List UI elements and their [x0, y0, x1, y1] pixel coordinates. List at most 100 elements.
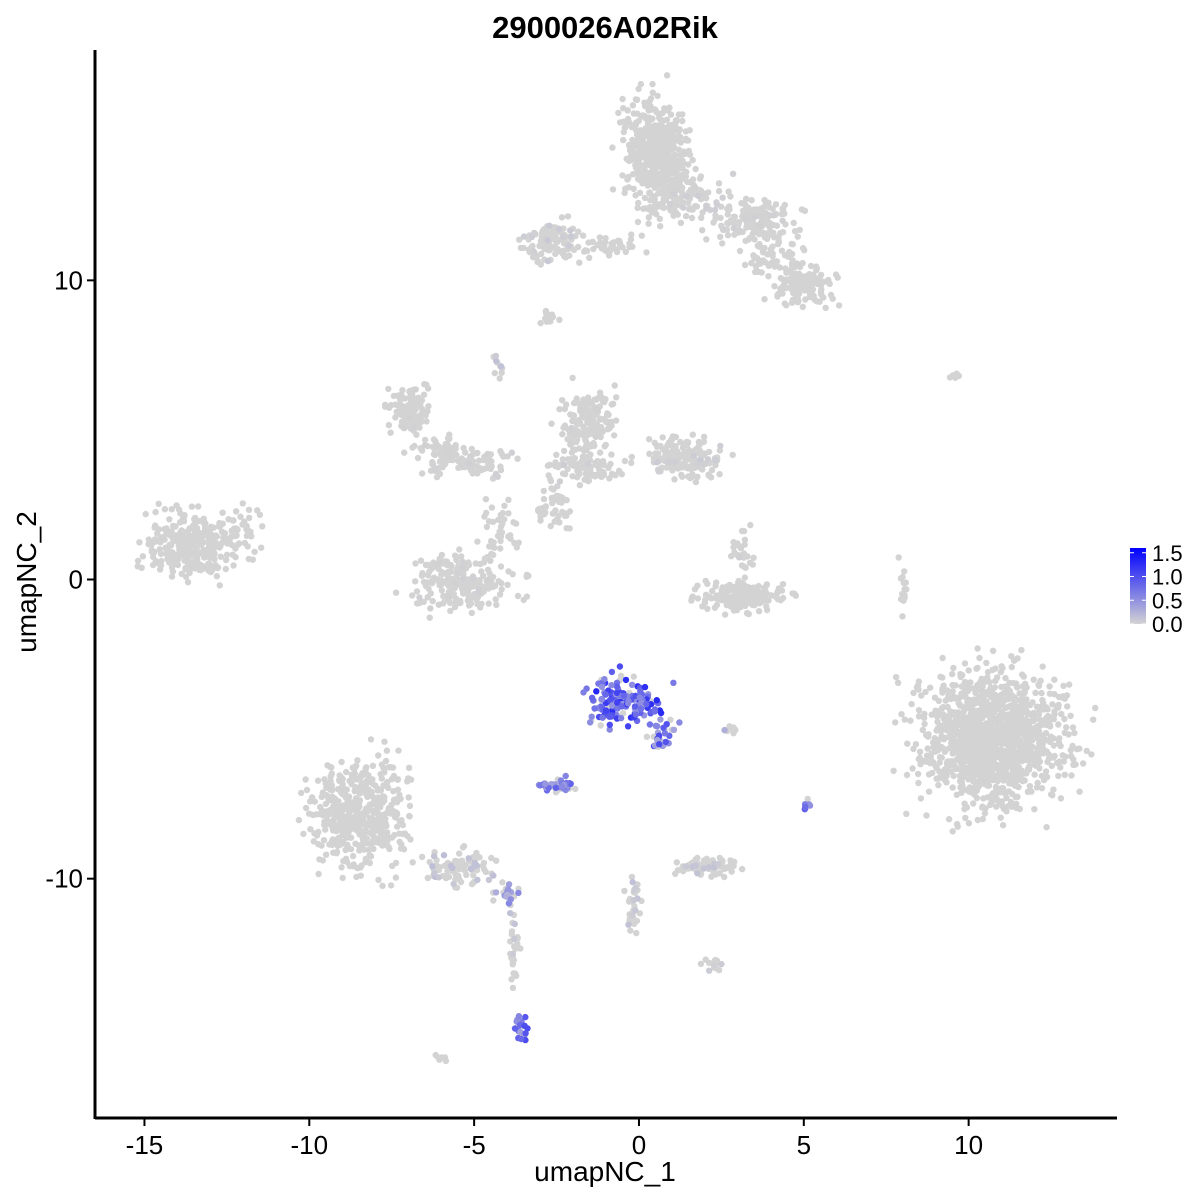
cell-point [630, 920, 638, 927]
cell-point [685, 161, 692, 168]
cell-point [195, 503, 202, 510]
cell-point [649, 140, 656, 147]
cell-point [632, 121, 640, 128]
cell-point [309, 811, 317, 819]
cell-point [342, 816, 349, 823]
cell-point [693, 203, 700, 210]
cell-point [568, 424, 575, 432]
cell-point [1065, 731, 1072, 738]
cell-point [998, 663, 1005, 670]
cell-point [682, 128, 689, 135]
cell-point [981, 730, 989, 737]
cell-point [668, 436, 675, 443]
cell-point [705, 864, 713, 871]
cell-point [606, 422, 613, 429]
cell-point [763, 581, 771, 588]
cell-point [414, 454, 422, 462]
cell-point [209, 532, 216, 539]
cell-point [1090, 716, 1097, 723]
cell-point [898, 711, 905, 718]
cell-point [569, 462, 577, 469]
cell-point [412, 405, 419, 413]
cell-point [1020, 673, 1027, 680]
cell-point [424, 572, 432, 579]
cell-point [680, 204, 687, 211]
cell-point [424, 594, 431, 601]
cell-point [544, 228, 551, 236]
cell-point [412, 386, 419, 393]
cell-point [223, 551, 231, 558]
cell-point [670, 726, 678, 733]
cell-point [139, 553, 147, 560]
cell-point [157, 562, 165, 569]
cell-point [1023, 745, 1031, 752]
cell-point [606, 721, 613, 728]
cell-point [990, 764, 997, 771]
cell-point [472, 560, 479, 567]
cell-point [459, 564, 466, 572]
cell-point [622, 185, 629, 192]
cell-point [632, 156, 640, 163]
cell-point [349, 764, 356, 771]
cell-point [177, 529, 184, 536]
cell-point [801, 207, 809, 214]
cell-point [968, 768, 975, 775]
cell-point [249, 556, 256, 563]
cell-point [200, 538, 207, 546]
cell-point [361, 788, 368, 796]
cell-point [567, 411, 574, 418]
cell-point [1076, 788, 1083, 795]
cell-point [772, 201, 780, 208]
cell-point [508, 928, 516, 935]
cell-point [992, 677, 999, 684]
cell-point [682, 863, 689, 870]
cell-point [741, 574, 748, 581]
cell-point [637, 688, 644, 695]
cell-point [379, 882, 386, 889]
cell-point [627, 927, 634, 934]
cell-point [721, 611, 729, 618]
cell-point [610, 432, 618, 439]
cell-point [937, 673, 944, 680]
cell-point [332, 839, 339, 847]
cell-point [613, 689, 621, 697]
cell-point [807, 262, 815, 270]
cell-point [1043, 773, 1051, 781]
cell-point [700, 865, 707, 872]
cell-point [379, 793, 386, 800]
cell-point [597, 239, 604, 246]
cell-point [213, 573, 221, 580]
cell-point [962, 814, 969, 822]
cell-point [473, 463, 481, 470]
cell-point [632, 192, 639, 199]
cell-point [360, 829, 367, 836]
cell-point [957, 729, 964, 736]
cell-point [228, 532, 236, 539]
cell-point [976, 693, 983, 701]
cell-point [638, 232, 645, 239]
cell-point [505, 568, 512, 575]
cell-point [362, 765, 369, 772]
cell-point [492, 596, 499, 603]
cell-point [483, 523, 491, 531]
cell-point [758, 213, 765, 221]
cell-point [497, 466, 505, 474]
cell-point [945, 716, 952, 724]
cell-point [232, 508, 240, 515]
cell-point [522, 1013, 529, 1021]
cell-point [366, 859, 373, 867]
cell-point [551, 233, 558, 240]
cell-point [474, 538, 481, 545]
cell-point [440, 852, 448, 859]
cell-point [205, 540, 213, 547]
cell-point [1031, 716, 1038, 723]
cell-point [188, 503, 196, 510]
cell-point [192, 546, 200, 553]
cell-point [778, 247, 786, 254]
cell-point [419, 569, 426, 577]
cell-point [970, 800, 977, 807]
cell-point [820, 294, 827, 301]
cell-point [689, 431, 696, 438]
cell-point [638, 127, 646, 134]
cell-point [455, 570, 462, 577]
